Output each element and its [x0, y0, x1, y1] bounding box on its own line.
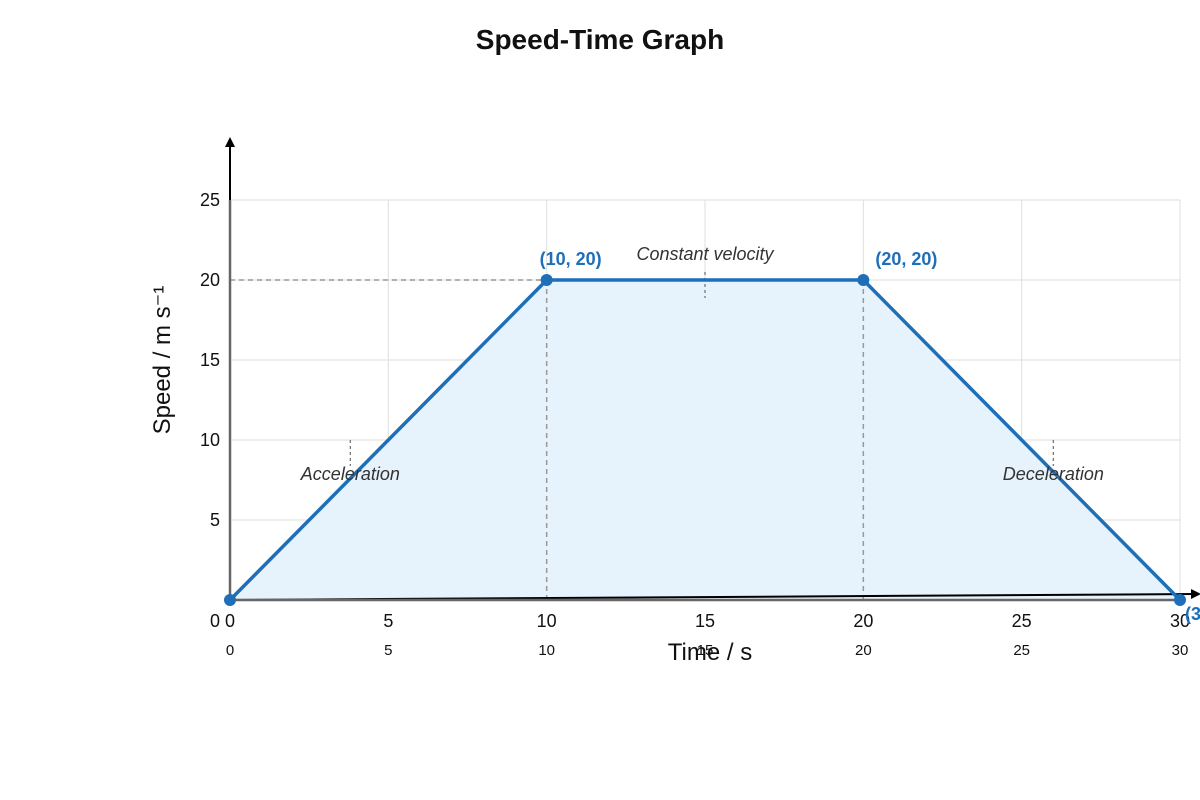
- label-layer: 0 5 10 15 20 25 30 0 5 10 15 20 25 30 0 5 10 15 20 25 Time /…: [149, 190, 1200, 666]
- series-line: [228, 278, 1182, 602]
- y-tick-label: 25: [200, 190, 220, 210]
- x-tick-label: 15: [695, 611, 715, 631]
- y-tick-label: 5: [210, 510, 220, 530]
- fill-layer: [230, 280, 1180, 600]
- point-label: (20, 20): [875, 249, 937, 269]
- x-tick-label: 30: [1170, 611, 1190, 631]
- x-tick-label-secondary: 30: [1172, 642, 1189, 659]
- data-point: [224, 594, 236, 606]
- annotation-constant-velocity: Constant velocity: [636, 244, 774, 264]
- x-tick-label: 0: [225, 611, 235, 631]
- annotation-acceleration: Acceleration: [300, 464, 400, 484]
- chart-title: Speed-Time Graph: [475, 24, 725, 55]
- x-tick-label-secondary: 25: [1013, 642, 1030, 659]
- data-point: [857, 274, 870, 286]
- y-tick-label: 20: [200, 270, 220, 290]
- line-layer: [224, 274, 1186, 606]
- point-label: (10, 20): [540, 249, 602, 269]
- x-tick-label: 25: [1012, 611, 1032, 631]
- annotation-deceleration: Deceleration: [1003, 464, 1104, 484]
- x-tick-label-secondary: 10: [538, 642, 555, 659]
- data-point: [1174, 594, 1186, 606]
- y-tick-label: 10: [200, 430, 220, 450]
- point-label: (3: [1185, 604, 1200, 624]
- axis-layer: [225, 137, 1200, 602]
- y-axis-label: Speed / m s⁻¹: [149, 286, 176, 435]
- x-tick-label-secondary: 20: [855, 642, 872, 659]
- x-tick-label: 20: [853, 611, 873, 631]
- x-tick-label: 5: [383, 611, 393, 631]
- x-tick-label-secondary: 15: [697, 642, 714, 659]
- area-fill: [230, 280, 1180, 600]
- x-tick-label-secondary: 5: [384, 642, 392, 659]
- x-tick-label: 10: [537, 611, 557, 631]
- data-point: [540, 274, 553, 286]
- x-axis-label: Time / s: [668, 639, 752, 666]
- origin-label: 0: [210, 611, 220, 631]
- y-tick-label: 15: [200, 350, 220, 370]
- x-tick-label-secondary: 0: [226, 642, 234, 659]
